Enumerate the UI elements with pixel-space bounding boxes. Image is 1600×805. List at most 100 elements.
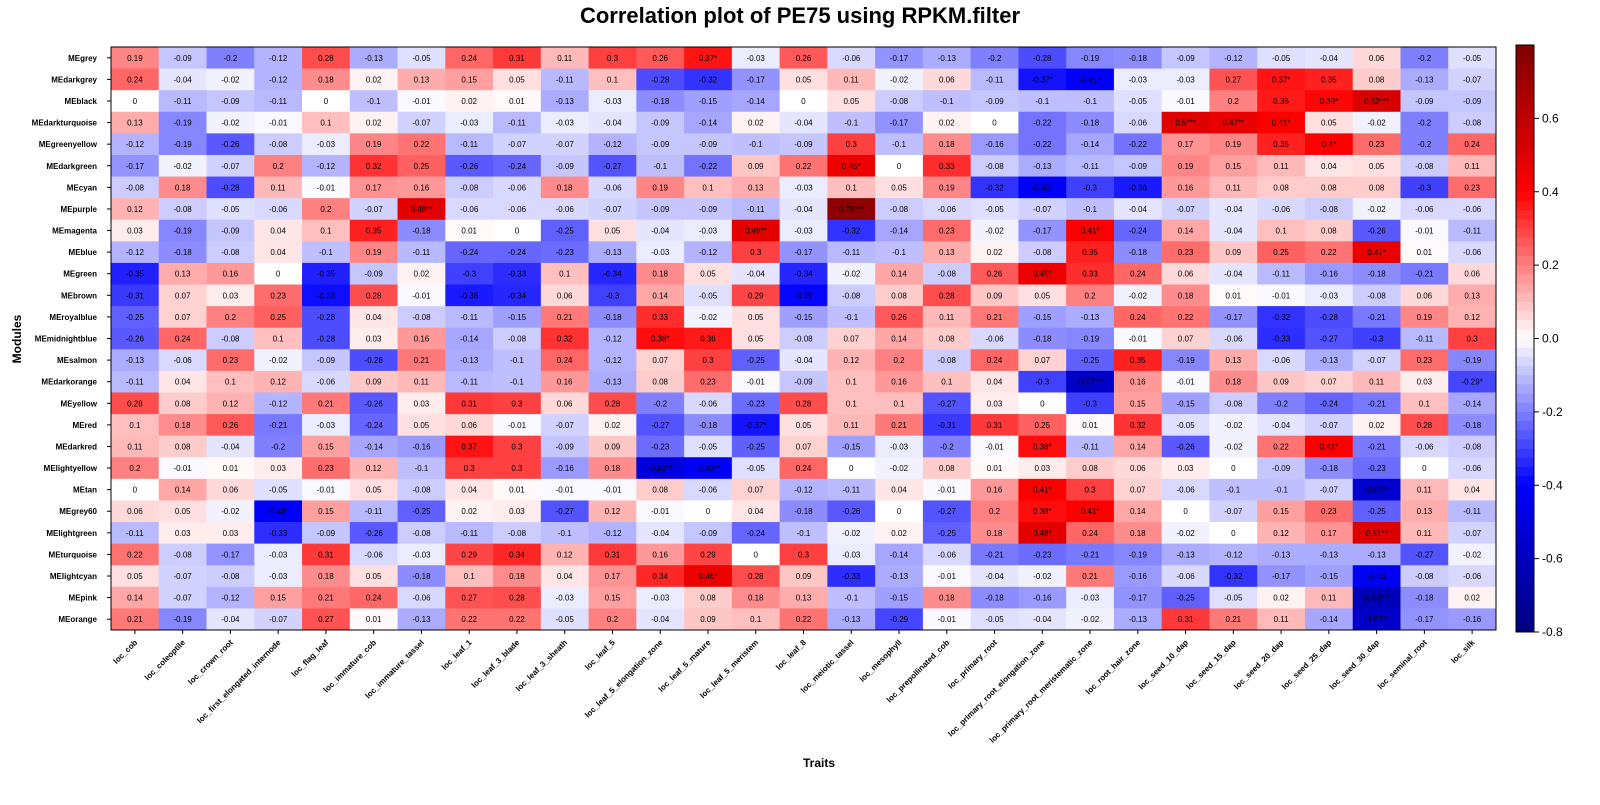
heatmap-cell bbox=[254, 90, 303, 113]
heatmap-cell bbox=[684, 500, 733, 523]
heatmap-cell bbox=[1209, 176, 1258, 199]
heatmap-cell bbox=[588, 565, 637, 588]
heatmap-cell bbox=[779, 47, 828, 69]
heatmap-cell bbox=[158, 522, 207, 545]
cell-value-label: -0.2 bbox=[1417, 140, 1431, 149]
cell-value-label: -0.19 bbox=[174, 119, 193, 128]
heatmap-cell bbox=[349, 522, 398, 545]
row-label: MElightyellow bbox=[44, 464, 98, 473]
heatmap-cell bbox=[1400, 111, 1449, 134]
heatmap-cell bbox=[1448, 414, 1497, 437]
cell-value-label: 0.38* bbox=[1033, 507, 1052, 516]
heatmap-cell bbox=[1448, 565, 1497, 588]
heatmap-cell bbox=[254, 306, 303, 329]
cell-value-label: -0.13 bbox=[1176, 550, 1195, 559]
cell-value-label: 0.07 bbox=[1035, 356, 1051, 365]
cell-value-label: -0.02 bbox=[174, 162, 193, 171]
cell-value-label: 0.24 bbox=[1082, 529, 1098, 538]
cell-value-label: 0.01 bbox=[1226, 291, 1242, 300]
color-scale-segment bbox=[1516, 411, 1534, 422]
cell-value-label: -0.42* bbox=[267, 507, 288, 516]
heatmap-cell bbox=[875, 306, 924, 329]
heatmap-cell bbox=[588, 414, 637, 437]
cell-value-label: -0.11 bbox=[174, 97, 192, 106]
cell-value-label: -0.08 bbox=[174, 550, 193, 559]
cell-value-label: -0.06 bbox=[1129, 119, 1148, 128]
color-scale-segment bbox=[1516, 375, 1534, 385]
cell-value-label: -0.16 bbox=[1033, 594, 1052, 603]
cell-value-label: 0.05 bbox=[796, 75, 812, 84]
heatmap-cell bbox=[397, 133, 446, 156]
cell-value-label: 0.04 bbox=[366, 313, 382, 322]
heatmap-cell bbox=[397, 349, 446, 372]
cell-value-label: 0.5*** bbox=[1175, 119, 1195, 128]
cell-value-label: -0.02 bbox=[1224, 421, 1243, 430]
heatmap-cell bbox=[1400, 435, 1449, 458]
heatmap-cell bbox=[922, 306, 972, 329]
cell-value-label: 0.47** bbox=[1222, 119, 1244, 128]
heatmap-cell bbox=[1161, 414, 1210, 437]
heatmap-cell bbox=[206, 154, 255, 177]
heatmap-cell bbox=[445, 457, 494, 480]
cell-value-label: 0.3 bbox=[511, 399, 523, 408]
heatmap-cell bbox=[779, 500, 828, 523]
cell-value-label: 0.16 bbox=[557, 378, 573, 387]
cell-value-label: -0.27 bbox=[651, 421, 670, 430]
heatmap-cell bbox=[493, 176, 542, 199]
heatmap-cell bbox=[1209, 90, 1258, 113]
cell-value-label: 0 bbox=[706, 507, 711, 516]
cell-value-label: 0.08 bbox=[1082, 464, 1098, 473]
cell-value-label: -0.09 bbox=[794, 140, 813, 149]
cell-value-label: 0.02 bbox=[1369, 421, 1385, 430]
color-scale-segment bbox=[1516, 604, 1534, 615]
cell-value-label: 0.23 bbox=[223, 356, 239, 365]
column-label: loc_seminal_root bbox=[1376, 638, 1429, 691]
heatmap-cell bbox=[302, 435, 351, 458]
heatmap-cell bbox=[540, 349, 589, 372]
cell-value-label: 0.07 bbox=[175, 291, 191, 300]
heatmap-cell bbox=[158, 219, 207, 242]
cell-value-label: 0.33 bbox=[652, 313, 668, 322]
heatmap-cell bbox=[1448, 306, 1497, 329]
cell-value-label: 0.1 bbox=[1276, 227, 1288, 236]
cell-value-label: -0.08 bbox=[508, 529, 527, 538]
cell-value-label: -0.02 bbox=[1367, 205, 1386, 214]
cell-value-label: 0.1 bbox=[320, 119, 332, 128]
heatmap-cell bbox=[827, 133, 876, 156]
cell-value-label: -0.14 bbox=[365, 442, 384, 451]
cell-value-label: -0.05 bbox=[1463, 54, 1482, 63]
cell-value-label: -0.09 bbox=[1129, 162, 1148, 171]
cell-value-label: -0.3 bbox=[1417, 183, 1431, 192]
heatmap-cell bbox=[1066, 90, 1115, 113]
color-scale-segment bbox=[1516, 136, 1534, 147]
heatmap-cell bbox=[1352, 262, 1401, 285]
heatmap-cell bbox=[445, 565, 494, 588]
heatmap-cell bbox=[684, 306, 733, 329]
cell-value-label: -0.08 bbox=[1415, 572, 1434, 581]
heatmap-cell bbox=[1400, 198, 1449, 221]
row-label: MEroyalblue bbox=[49, 313, 97, 322]
heatmap-cell bbox=[636, 414, 685, 437]
heatmap-cell bbox=[1161, 435, 1210, 458]
cell-value-label: -0.23 bbox=[747, 399, 766, 408]
cell-value-label: 0.24 bbox=[175, 335, 191, 344]
heatmap-cell bbox=[636, 543, 685, 566]
column-label: loc_root_hair_zone bbox=[1084, 638, 1143, 697]
heatmap-cell bbox=[1209, 457, 1258, 480]
cell-value-label: -0.06 bbox=[1224, 335, 1243, 344]
cell-value-label: -0.05 bbox=[747, 464, 766, 473]
cell-value-label: 0.21 bbox=[127, 615, 143, 624]
heatmap-cell bbox=[1352, 586, 1401, 609]
cell-value-label: 0 bbox=[1422, 464, 1427, 473]
cell-value-label: 0.3 bbox=[511, 464, 523, 473]
cell-value-label: 0.06 bbox=[127, 507, 143, 516]
row-label: MEcyan bbox=[67, 183, 97, 192]
color-scale-segment bbox=[1516, 54, 1534, 64]
cell-value-label: 0.28 bbox=[796, 399, 812, 408]
heatmap-cell bbox=[1066, 392, 1115, 415]
cell-value-label: 0.07 bbox=[652, 356, 668, 365]
cell-value-label: -0.06 bbox=[412, 594, 431, 603]
heatmap-cell bbox=[1018, 111, 1067, 134]
heatmap-cell bbox=[779, 262, 828, 285]
cell-value-label: -0.03 bbox=[556, 594, 575, 603]
